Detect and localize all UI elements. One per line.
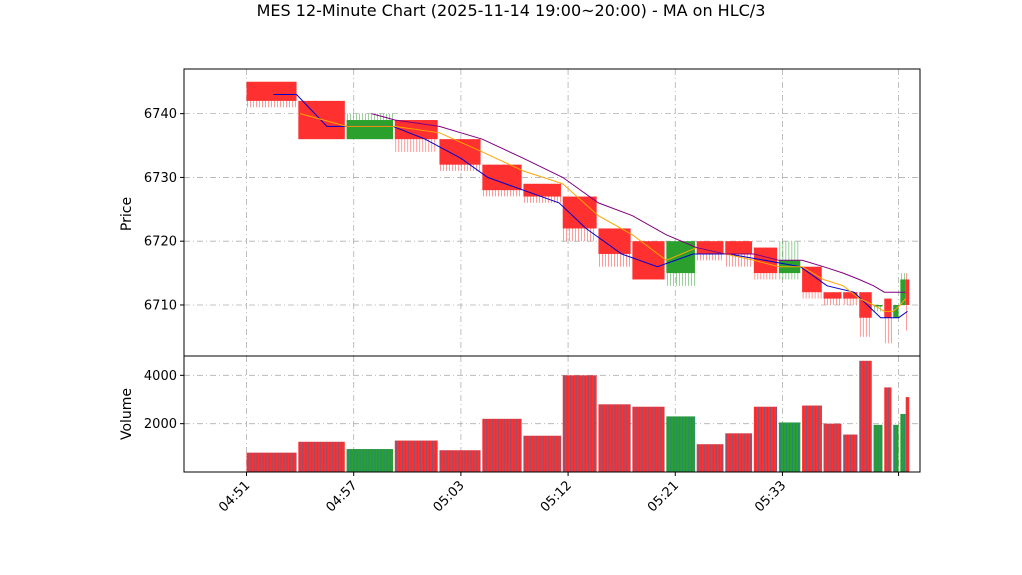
volume-bar-fill [893, 424, 899, 472]
price-tick-label: 6720 [144, 235, 177, 250]
volume-bar-fill [884, 387, 892, 472]
candle-body [859, 292, 872, 318]
volume-tick-label: 2000 [144, 417, 177, 432]
down-candle [859, 292, 872, 337]
volume-bar [598, 404, 631, 472]
volume-bar-fill [900, 414, 906, 472]
volume-bar-fill [632, 406, 665, 472]
volume-bar [696, 444, 724, 472]
x-tick-label: 05:03 [431, 478, 468, 515]
volume-bar-fill [753, 406, 778, 472]
volume-bar [823, 423, 842, 472]
price-candles [246, 81, 910, 344]
volume-bars [246, 360, 910, 472]
price-tick-label: 6710 [144, 298, 177, 313]
down-candle [843, 292, 858, 305]
volume-bar [893, 424, 899, 472]
candle-body [893, 304, 899, 318]
x-tick-label: 05:21 [645, 478, 682, 515]
candle-body [802, 266, 822, 293]
volume-bar [900, 414, 906, 472]
price-panel-frame [183, 68, 921, 357]
candle-body [725, 241, 753, 254]
volume-bar-fill [394, 440, 438, 472]
x-tick-label: 04:57 [323, 478, 360, 515]
down-candle [482, 164, 522, 197]
candle-body [696, 241, 724, 254]
volume-bar [482, 418, 522, 472]
volume-bar-fill [802, 405, 822, 472]
volume-axis-label: Volume [119, 388, 135, 440]
volume-bar-fill [859, 360, 872, 472]
candle-body [666, 241, 695, 274]
volume-y-ticks: 2000 4000 [144, 369, 184, 432]
volume-bar-fill [823, 423, 842, 472]
up-candle [666, 241, 695, 286]
price-y-ticks: 6710 6720 6730 6740 [144, 107, 184, 313]
x-tick-label: 04:51 [216, 478, 253, 515]
up-candle [893, 304, 899, 318]
volume-bar [802, 405, 822, 472]
price-tick-label: 6740 [144, 107, 177, 122]
x-tick-label: 05:33 [752, 478, 789, 515]
volume-bar [873, 424, 883, 472]
volume-bar-fill [598, 404, 631, 472]
volume-bar [346, 449, 394, 472]
volume-bar [394, 440, 438, 472]
down-candle [298, 100, 345, 140]
volume-bar [439, 450, 481, 472]
x-tick-label: 05:12 [538, 478, 575, 515]
candle-body [523, 183, 561, 197]
volume-bar [246, 452, 297, 472]
volume-bar [562, 375, 597, 472]
candle-body [562, 196, 597, 229]
volume-bar [778, 422, 801, 472]
down-candle [884, 298, 892, 344]
down-candle [823, 292, 842, 305]
volume-bar [884, 387, 892, 472]
down-candle [598, 228, 631, 267]
candle-body [346, 120, 394, 140]
volume-bar [298, 441, 345, 472]
up-candle [346, 113, 394, 140]
volume-bar-fill [439, 450, 481, 472]
down-candle [632, 241, 665, 280]
volume-bar [753, 406, 778, 472]
ma-line [371, 113, 906, 293]
volume-bar [859, 360, 872, 472]
volume-bar [725, 433, 753, 472]
candle-body [632, 241, 665, 280]
price-axis-label: Price [119, 197, 135, 231]
down-candle [439, 139, 481, 172]
candle-body [439, 139, 481, 165]
candle-body [873, 304, 883, 307]
down-candle [802, 266, 822, 299]
volume-bar [905, 397, 910, 472]
volume-bar [843, 434, 858, 472]
candle-body [823, 292, 842, 299]
volume-bar [632, 406, 665, 472]
price-gridlines [184, 69, 920, 356]
candle-body [246, 81, 297, 101]
candle-body [905, 279, 910, 305]
x-ticks: 04:51 04:57 05:03 05:12 05:21 05:33 [216, 472, 900, 515]
volume-tick-label: 4000 [144, 369, 177, 384]
volume-bar-fill [346, 449, 394, 472]
down-candle [696, 241, 724, 261]
volume-panel-frame [183, 355, 921, 473]
volume-bar-fill [298, 441, 345, 472]
candle-body [884, 298, 892, 318]
price-tick-label: 6730 [144, 171, 177, 186]
volume-bar [666, 416, 696, 472]
down-candle [523, 183, 561, 203]
candle-body [843, 292, 858, 299]
chart-title: MES 12-Minute Chart (2025-11-14 19:00~20… [257, 1, 766, 20]
down-candle [905, 273, 910, 331]
volume-bar [523, 435, 562, 472]
moving-average-lines [273, 94, 908, 319]
